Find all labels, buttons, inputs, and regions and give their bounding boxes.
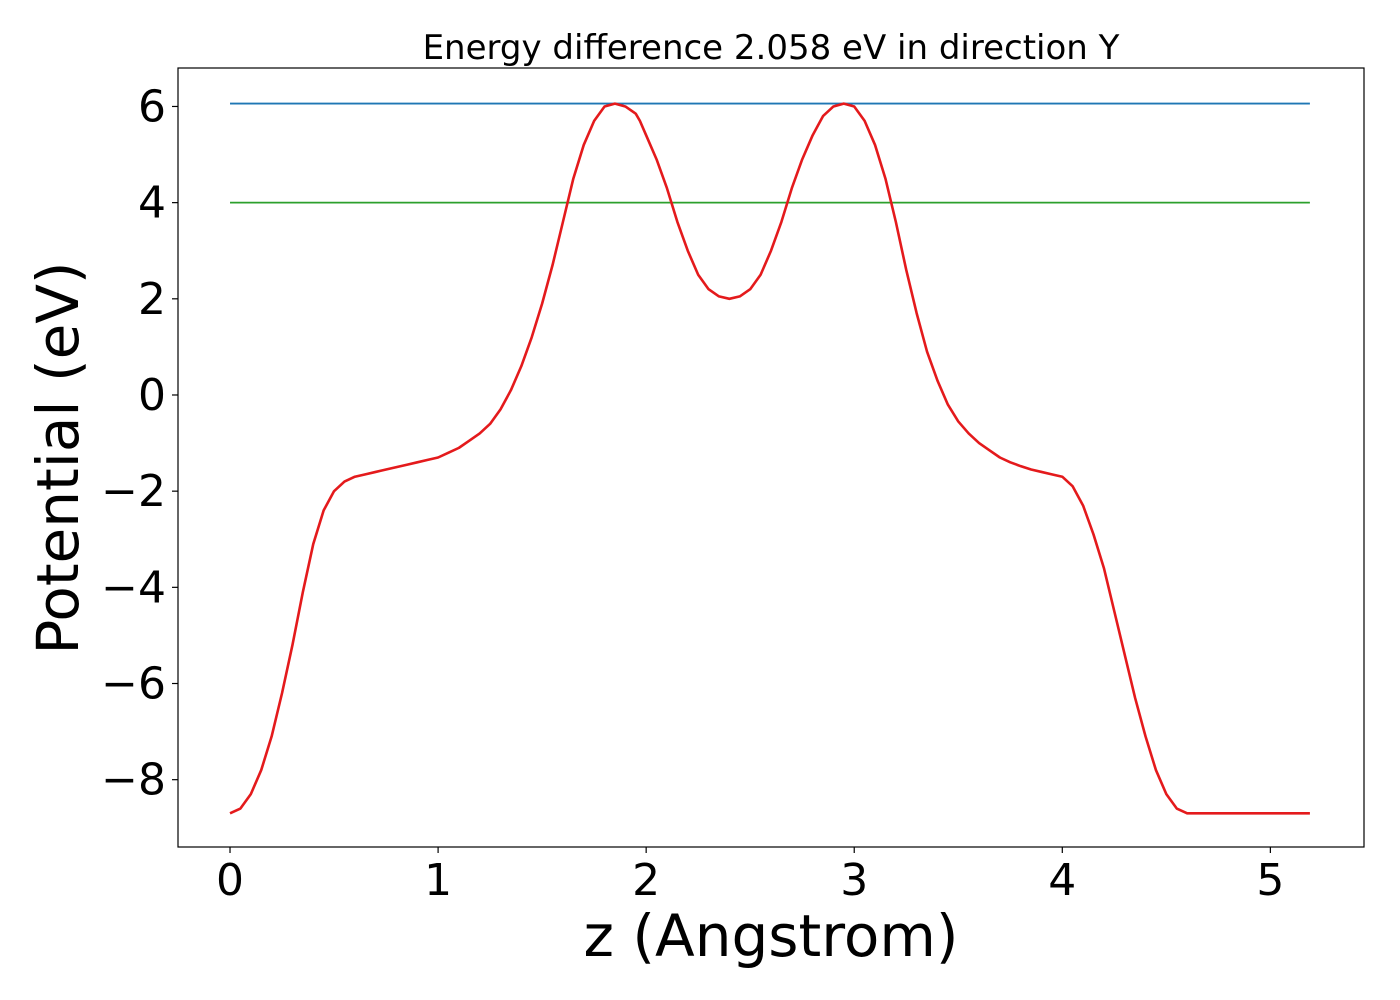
- x-tick-label: 5: [1256, 855, 1284, 906]
- x-axis: 0 1 2 3 4 5: [216, 847, 1284, 906]
- series-line-3: [229, 102, 1310, 815]
- y-tick-label: −8: [101, 755, 166, 806]
- y-tick-label: −2: [101, 466, 166, 517]
- series-layer: [229, 102, 1310, 815]
- x-tick-label: 0: [216, 855, 244, 906]
- y-tick-label: 6: [138, 81, 166, 132]
- y-axis: −8 −6 −4 −2 0 2 4 6: [101, 81, 178, 806]
- x-tick-label: 1: [424, 855, 452, 906]
- y-tick-label: 2: [138, 274, 166, 325]
- chart-title: Energy difference 2.058 eV in direction …: [423, 28, 1120, 68]
- y-tick-label: 4: [138, 178, 166, 229]
- x-tick-label: 2: [632, 855, 660, 906]
- x-axis-label: z (Angstrom): [584, 902, 959, 970]
- y-axis-label: Potential (eV): [24, 261, 92, 654]
- x-tick-label: 3: [840, 855, 868, 906]
- plot-frame: [177, 67, 1365, 848]
- y-tick-label: 0: [138, 370, 166, 421]
- y-tick-label: −4: [101, 562, 166, 613]
- y-tick-label: −6: [101, 659, 166, 710]
- x-tick-label: 4: [1048, 855, 1076, 906]
